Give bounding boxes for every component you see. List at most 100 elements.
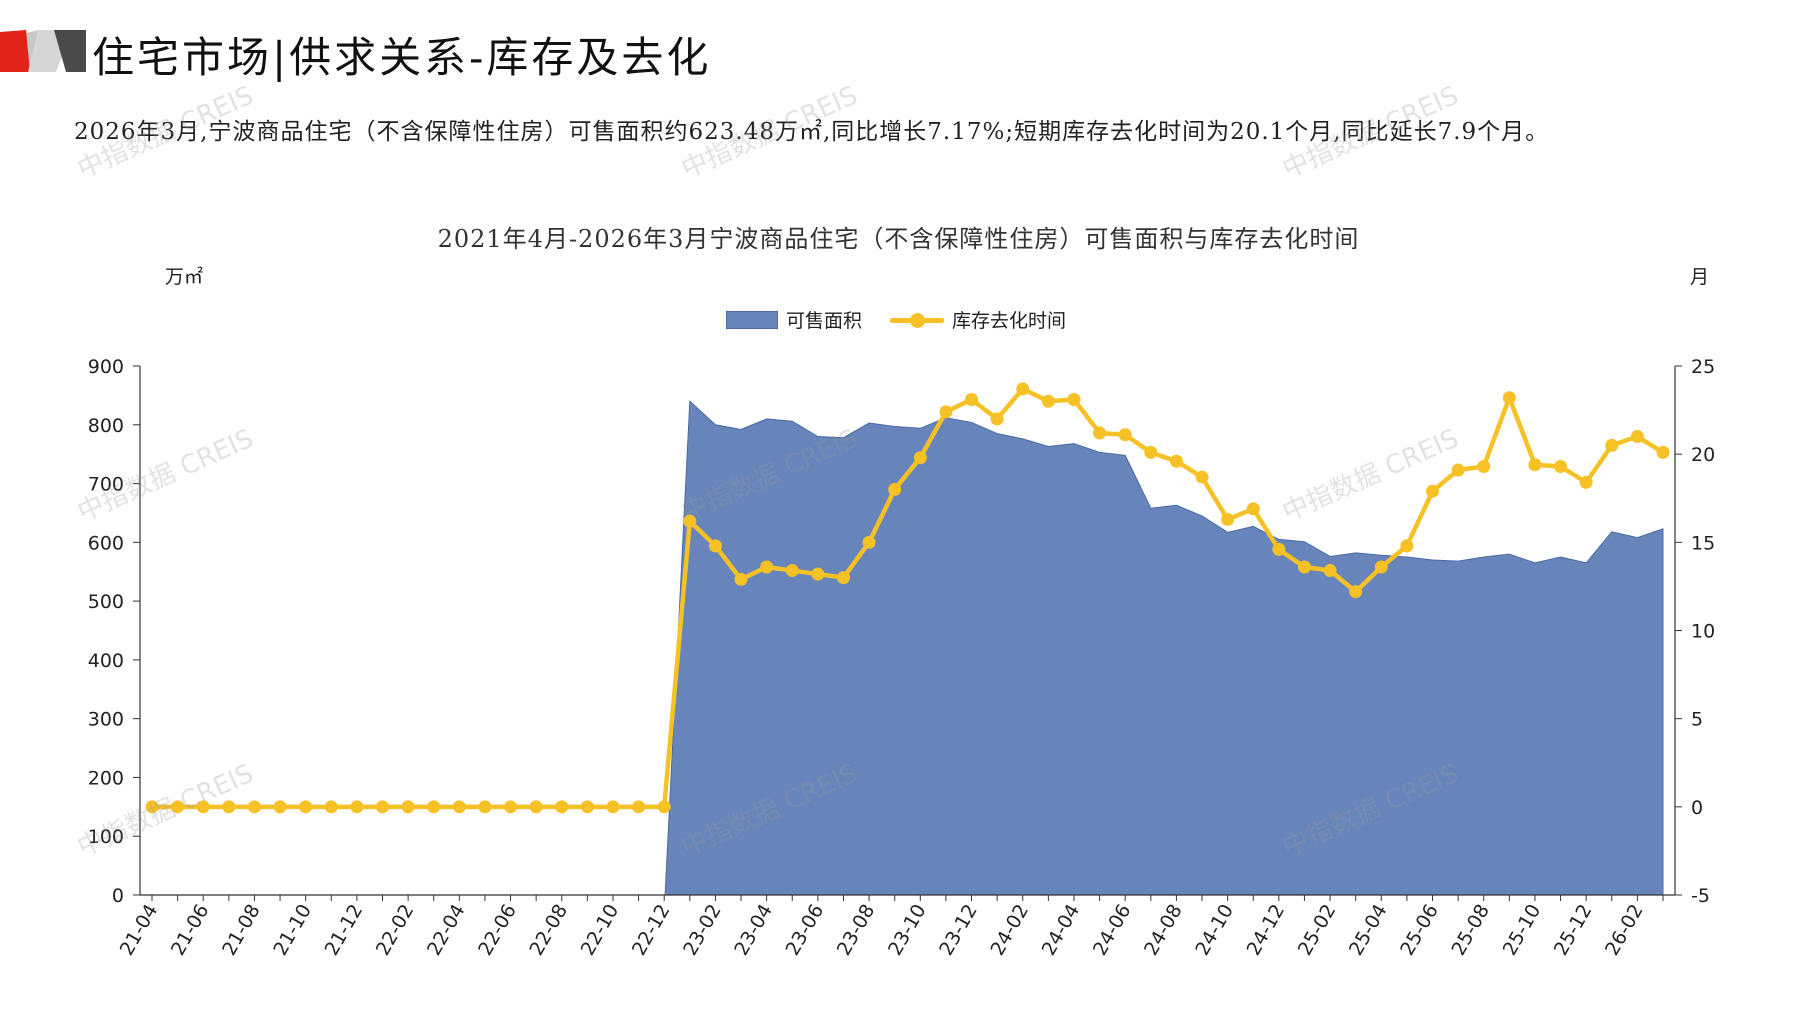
- legend-label-line: 库存去化时间: [952, 310, 1067, 332]
- line-point: [606, 800, 620, 814]
- x-tick-label: 23-12: [935, 900, 982, 959]
- y-left-tick-label: 500: [88, 591, 124, 613]
- x-tick-label: 24-06: [1089, 901, 1136, 960]
- y-left-tick-label: 300: [88, 709, 124, 731]
- line-point: [939, 405, 953, 419]
- x-tick-label: 21-04: [116, 901, 163, 960]
- line-point: [1349, 585, 1363, 599]
- y-left-tick-label: 0: [112, 885, 124, 907]
- line-point: [427, 800, 441, 814]
- line-point: [273, 800, 287, 814]
- y-left-tick-label: 600: [88, 532, 124, 554]
- line-point: [1041, 394, 1055, 408]
- x-tick-label: 22-04: [423, 901, 470, 960]
- line-point: [1400, 539, 1414, 553]
- line-point: [222, 800, 236, 814]
- line-point: [1246, 502, 1260, 516]
- line-point: [1144, 445, 1158, 459]
- y-right-tick-label: -5: [1691, 885, 1710, 907]
- x-tick-label: 24-04: [1038, 901, 1085, 960]
- legend-item-area: 可售面积: [726, 306, 862, 333]
- line-point: [990, 412, 1004, 426]
- line-point: [1630, 430, 1644, 444]
- line-point: [504, 800, 518, 814]
- legend-swatch-area: [726, 310, 778, 329]
- line-point: [1554, 460, 1568, 474]
- line-point: [1221, 512, 1235, 526]
- y-right-tick-label: 20: [1691, 444, 1715, 466]
- line-point: [1297, 560, 1311, 574]
- y-right-tick-label: 10: [1691, 621, 1715, 643]
- x-tick-label: 23-04: [730, 901, 777, 960]
- x-tick-label: 25-02: [1294, 901, 1341, 960]
- x-tick-label: 23-06: [782, 901, 829, 960]
- line-point: [1426, 484, 1440, 498]
- line-point: [811, 567, 825, 581]
- line-point: [1656, 445, 1670, 459]
- x-tick-label: 21-08: [218, 901, 265, 960]
- x-tick-label: 24-10: [1191, 901, 1238, 960]
- y-left-tick-label: 200: [88, 767, 124, 789]
- line-point: [1323, 564, 1337, 578]
- x-tick-label: 25-08: [1447, 901, 1494, 960]
- x-tick-label: 22-08: [525, 901, 572, 960]
- y-right-tick-label: 0: [1691, 797, 1703, 819]
- line-point: [478, 800, 492, 814]
- x-tick-label: 25-10: [1499, 901, 1546, 960]
- line-point: [145, 800, 159, 814]
- line-point: [196, 800, 210, 814]
- line-point: [401, 800, 415, 814]
- y-left-tick-label: 900: [88, 356, 124, 378]
- line-point: [350, 800, 364, 814]
- y-left-tick-label: 400: [88, 650, 124, 672]
- line-point: [836, 571, 850, 585]
- x-tick-label: 25-06: [1396, 901, 1443, 960]
- line-point: [760, 560, 774, 574]
- x-tick-label: 25-04: [1345, 901, 1392, 960]
- x-tick-label: 25-12: [1550, 901, 1597, 960]
- legend-item-line: 库存去化时间: [890, 306, 1066, 333]
- area-series-available-stock: [664, 400, 1664, 896]
- line-point: [683, 514, 697, 528]
- y-right-tick-label: 5: [1691, 709, 1703, 731]
- x-tick-label: 22-10: [577, 901, 624, 960]
- line-point: [708, 539, 722, 553]
- line-point: [1195, 470, 1209, 484]
- line-point: [1093, 426, 1107, 440]
- x-tick-label: 24-08: [1140, 901, 1187, 960]
- x-tick-label: 23-10: [884, 901, 931, 960]
- x-tick-label: 21-10: [269, 901, 316, 960]
- line-point: [555, 800, 569, 814]
- y-right-tick-label: 25: [1691, 356, 1715, 378]
- line-point: [452, 800, 466, 814]
- line-point: [1016, 382, 1030, 396]
- line-point: [1528, 458, 1542, 472]
- chart-legend: 可售面积 库存去化时间: [726, 306, 1066, 333]
- x-tick-label: 22-06: [474, 901, 521, 960]
- line-point: [375, 800, 389, 814]
- line-point: [965, 393, 979, 407]
- line-point: [1605, 438, 1619, 452]
- line-point: [1502, 391, 1516, 405]
- line-point: [580, 800, 594, 814]
- line-point: [529, 800, 543, 814]
- x-tick-label: 23-08: [833, 901, 880, 960]
- x-tick-label: 24-12: [1243, 901, 1290, 960]
- line-point: [1579, 475, 1593, 489]
- line-point: [299, 800, 313, 814]
- brand-logo: [0, 30, 86, 72]
- line-point: [1374, 560, 1388, 574]
- y-left-tick-label: 800: [88, 415, 124, 437]
- page-title: 住宅市场|供求关系-库存及去化: [92, 33, 712, 82]
- x-tick-label: 22-02: [372, 901, 419, 960]
- x-tick-label: 26-02: [1601, 901, 1648, 960]
- chart-title: 2021年4月-2026年3月宁波商品住宅（不含保障性住房）可售面积与库存去化时…: [437, 225, 1360, 253]
- line-point: [632, 800, 646, 814]
- line-point: [913, 451, 927, 465]
- line-point: [171, 800, 185, 814]
- x-tick-label: 24-02: [986, 901, 1033, 960]
- y-right-tick-label: 15: [1691, 532, 1715, 554]
- summary-text: 2026年3月,宁波商品住宅（不含保障性住房）可售面积约623.48万㎡,同比增…: [74, 119, 1550, 145]
- line-point: [1118, 428, 1132, 442]
- line-point: [324, 800, 338, 814]
